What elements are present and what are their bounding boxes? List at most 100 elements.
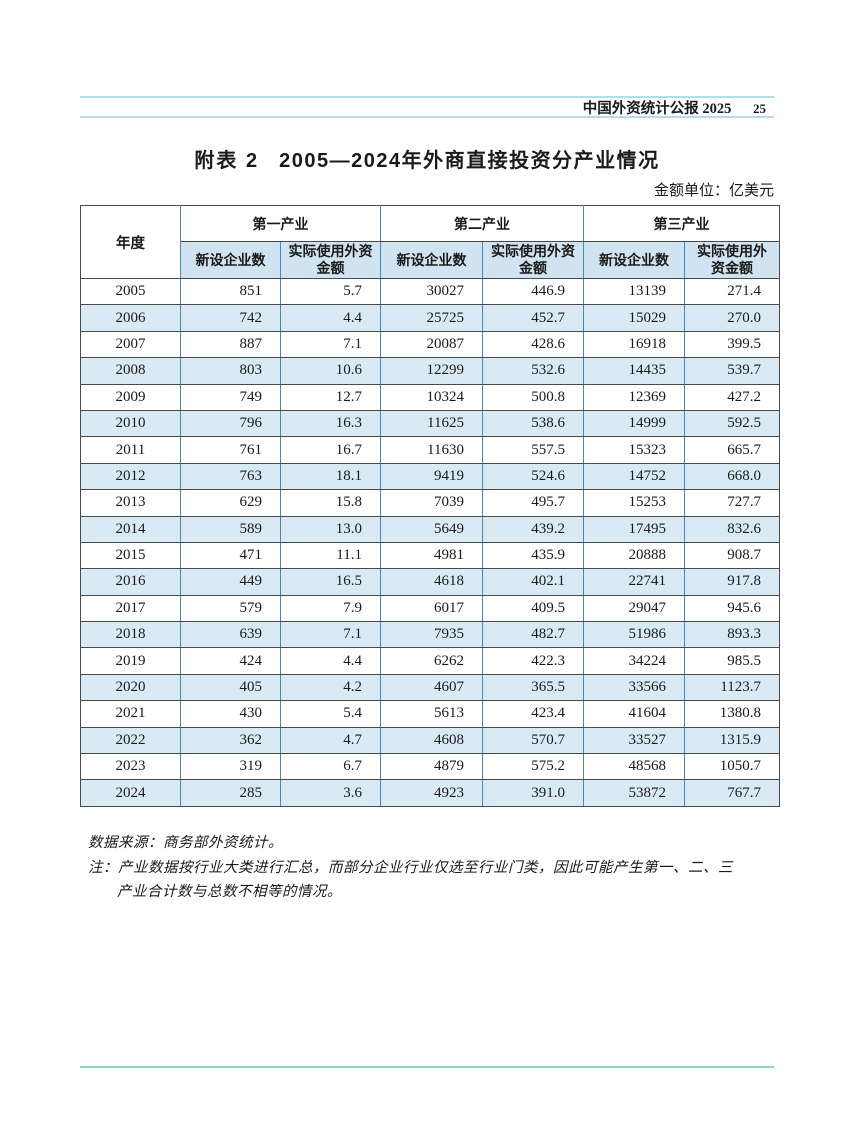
table-cell: 945.6: [684, 594, 780, 623]
table-cell: 48568: [583, 753, 685, 781]
table-cell: 16918: [583, 330, 685, 359]
year-cell: 2023: [80, 753, 181, 781]
table-row: 2012 763 18.1 9419 524.6 14752 668.0: [80, 462, 780, 491]
year-cell: 2012: [80, 462, 181, 491]
table-cell: 22741: [583, 568, 685, 596]
table-cell: 271.4: [684, 277, 780, 306]
table-cell: 33527: [583, 726, 685, 755]
table-cell: 557.5: [482, 436, 584, 464]
bottom-rule: [80, 1066, 774, 1068]
table-cell: 30027: [380, 277, 483, 306]
year-cell: 2017: [80, 594, 181, 623]
year-cell: 2013: [80, 489, 181, 517]
table-cell: 452.7: [482, 304, 584, 332]
table-row: 2019 424 4.4 6262 422.3 34224 985.5: [80, 647, 780, 675]
year-cell: 2024: [80, 779, 181, 807]
table-cell: 25725: [380, 304, 483, 332]
table-cell: 4923: [380, 779, 483, 807]
table-cell: 575.2: [482, 753, 584, 781]
table-cell: 53872: [583, 779, 685, 807]
table-cell: 29047: [583, 594, 685, 623]
table-row: 2014 589 13.0 5649 439.2 17495 832.6: [80, 515, 780, 543]
table-cell: 14435: [583, 357, 685, 385]
table-cell: 761: [180, 436, 281, 464]
table-cell: 851: [180, 277, 281, 306]
table-cell: 592.5: [684, 409, 780, 438]
table-cell: 767.7: [684, 779, 780, 807]
table-cell: 14999: [583, 409, 685, 438]
table-cell: 7039: [380, 489, 483, 517]
year-cell: 2010: [80, 409, 181, 438]
table-cell: 908.7: [684, 541, 780, 570]
table-cell: 319: [180, 753, 281, 781]
caption-title: 2005—2024年外商直接投资分产业情况: [279, 150, 660, 172]
table-caption: 附表 2 2005—2024年外商直接投资分产业情况: [80, 144, 774, 173]
table-cell: 15323: [583, 436, 685, 464]
actual-fdi-header-1: 实际使用外资金额: [280, 241, 381, 279]
table-row: 2008 803 10.6 12299 532.6 14435 539.7: [80, 357, 780, 385]
sub-header-row: 新设企业数 实际使用外资金额 新设企业数 实际使用外资金额 新设企业数 实际使用外资金额: [81, 241, 780, 279]
table-cell: 4.4: [280, 647, 381, 675]
table-cell: 471: [180, 541, 281, 570]
table-cell: 5613: [380, 700, 483, 728]
table-cell: 423.4: [482, 700, 584, 728]
table-cell: 1315.9: [684, 726, 780, 755]
table-cell: 20888: [583, 541, 685, 570]
table-row: 2015 471 11.1 4981 435.9 20888 908.7: [80, 541, 780, 570]
table-cell: 424: [180, 647, 281, 675]
table-row: 2023 319 6.7 4879 575.2 48568 1050.7: [80, 753, 780, 781]
table-cell: 439.2: [482, 515, 584, 543]
table-cell: 285: [180, 779, 281, 807]
year-cell: 2007: [80, 330, 181, 359]
table-cell: 639: [180, 621, 281, 649]
table-cell: 409.5: [482, 594, 584, 623]
table-cell: 5649: [380, 515, 483, 543]
year-cell: 2014: [80, 515, 181, 543]
table-cell: 3.6: [280, 779, 381, 807]
table-row: 2009 749 12.7 10324 500.8 12369 427.2: [80, 383, 780, 411]
table-cell: 6.7: [280, 753, 381, 781]
industry-group-header-3: 第三产业: [583, 205, 780, 242]
table-cell: 668.0: [684, 462, 780, 491]
table-cell: 1380.8: [684, 700, 780, 728]
table-cell: 5.4: [280, 700, 381, 728]
table-cell: 41604: [583, 700, 685, 728]
footnotes: 数据来源：商务部外资统计。 注：产业数据按行业大类进行汇总，而部分企业行业仅选至…: [88, 831, 778, 905]
table-cell: 570.7: [482, 726, 584, 755]
fdi-by-industry-table: 年度 第一产业 第二产业 第三产业 新设企业数 实际使用外资金额 新设企业数 实际使用外资金额…: [80, 205, 780, 807]
table-cell: 9419: [380, 462, 483, 491]
table-cell: 449: [180, 568, 281, 596]
table-cell: 727.7: [684, 489, 780, 517]
table-header: 年度 第一产业 第二产业 第三产业 新设企业数 实际使用外资金额 新设企业数 实际使用外资金额…: [80, 205, 780, 279]
table-cell: 15.8: [280, 489, 381, 517]
year-cell: 2006: [80, 304, 181, 332]
running-header: 中国外资统计公报 2025 25: [80, 96, 774, 118]
table-cell: 500.8: [482, 383, 584, 411]
table-cell: 589: [180, 515, 281, 543]
table-cell: 7935: [380, 621, 483, 649]
year-cell: 2009: [80, 383, 181, 411]
table-row: 2021 430 5.4 5613 423.4 41604 1380.8: [80, 700, 780, 728]
year-cell: 2008: [80, 357, 181, 385]
table-cell: 427.2: [684, 383, 780, 411]
table-cell: 11630: [380, 436, 483, 464]
actual-fdi-header-2: 实际使用外资金额: [482, 241, 584, 279]
group-header-row: 年度 第一产业 第二产业 第三产业: [80, 205, 780, 279]
table-row: 2006 742 4.4 25725 452.7 15029 270.0: [80, 304, 780, 332]
table-cell: 446.9: [482, 277, 584, 306]
data-source-note: 数据来源：商务部外资统计。: [88, 835, 283, 851]
year-cell: 2022: [80, 726, 181, 755]
table-cell: 803: [180, 357, 281, 385]
new-enterprises-header-1: 新设企业数: [180, 241, 281, 279]
table-cell: 16.7: [280, 436, 381, 464]
table-cell: 15029: [583, 304, 685, 332]
table-row: 2005 851 5.7 30027 446.9 13139 271.4: [80, 277, 780, 306]
table-cell: 4.4: [280, 304, 381, 332]
year-cell: 2016: [80, 568, 181, 596]
page-number: 25: [753, 101, 766, 116]
table-body: 2005 851 5.7 30027 446.9 13139 271.4 2006 742 4.4…: [80, 277, 780, 807]
year-cell: 2018: [80, 621, 181, 649]
year-cell: 2005: [80, 277, 181, 306]
table-cell: 7.9: [280, 594, 381, 623]
table-cell: 270.0: [684, 304, 780, 332]
